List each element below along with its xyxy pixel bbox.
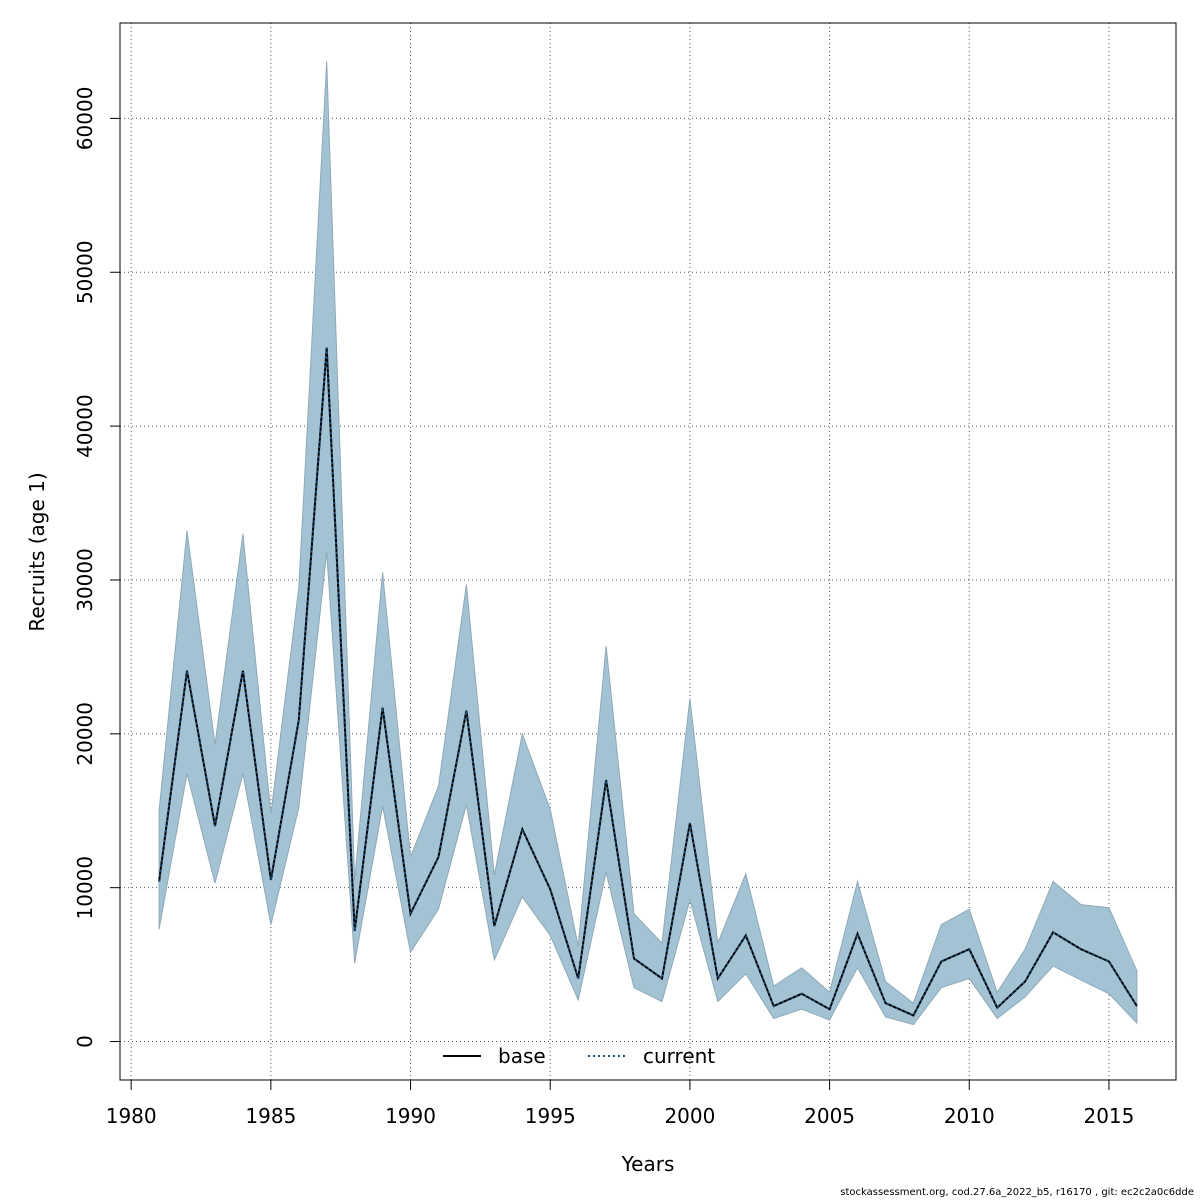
y-tick-label: 60000: [73, 87, 97, 151]
footer-note: stockassessment.org, cod.27.6a_2022_b5, …: [840, 1187, 1194, 1198]
y-axis: 0 10000 20000 30000 40000 50000 60000: [73, 87, 121, 1048]
plot-frame: [119, 22, 1177, 1081]
x-tick-label: 2000: [664, 1104, 715, 1128]
x-tick-label: 1985: [245, 1104, 296, 1128]
x-axis: 1980 1985 1990 1995 2000 2005 2010 2015: [106, 1079, 1134, 1128]
y-tick-label: 20000: [73, 702, 97, 766]
x-tick-label: 2015: [1083, 1104, 1134, 1128]
grid-lines: [120, 23, 1176, 1080]
legend-label-current: current: [643, 1044, 715, 1068]
y-tick-label: 40000: [73, 394, 97, 458]
y-tick-label: 0: [73, 1035, 97, 1048]
series-line-current: [158, 347, 1138, 1017]
confidence-band: [158, 61, 1138, 1026]
x-tick-label: 1990: [385, 1104, 436, 1128]
legend: base current: [443, 1044, 715, 1068]
y-axis-label: Recruits (age 1): [25, 472, 49, 631]
x-axis-label: Years: [621, 1152, 675, 1176]
y-tick-label: 30000: [73, 548, 97, 612]
x-tick-label: 1995: [525, 1104, 576, 1128]
y-tick-label: 10000: [73, 856, 97, 920]
x-tick-label: 2010: [944, 1104, 995, 1128]
y-tick-label: 50000: [73, 240, 97, 304]
x-tick-label: 1980: [106, 1104, 157, 1128]
x-tick-label: 2005: [804, 1104, 855, 1128]
legend-label-base: base: [498, 1044, 546, 1068]
